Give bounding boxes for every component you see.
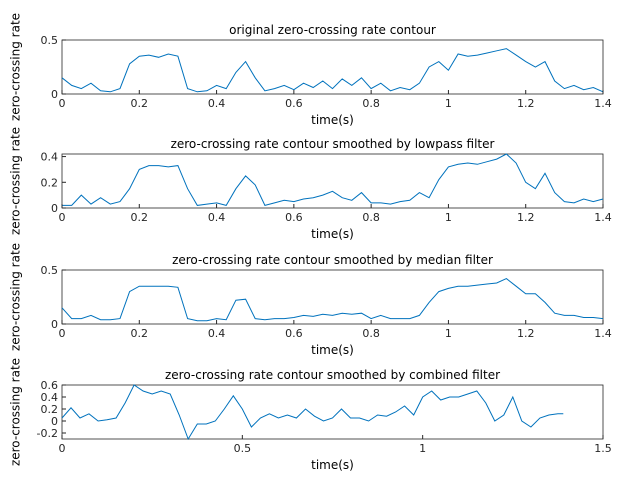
x-tick-label: 1.4 xyxy=(594,327,612,340)
data-line xyxy=(61,278,604,322)
axes-box xyxy=(61,39,604,95)
x-tick-label: 0 xyxy=(59,97,66,110)
x-tick-label: 0 xyxy=(59,327,66,340)
axes-title: zero-crossing rate contour smoothed by l… xyxy=(171,137,495,151)
y-tick-label: 0.6 xyxy=(41,379,59,392)
x-tick-label: 1 xyxy=(445,327,452,340)
x-tick-label: 0.8 xyxy=(362,211,380,224)
x-tick-label: 0.5 xyxy=(234,442,252,455)
x-tick-label: 1.2 xyxy=(517,327,535,340)
x-tick-label: 1 xyxy=(445,211,452,224)
y-tick-label: 0.2 xyxy=(41,176,59,189)
data-line xyxy=(62,153,604,206)
x-tick-label: 0.2 xyxy=(131,97,149,110)
y-axis-label: zero-crossing rate xyxy=(9,358,23,466)
axes-box xyxy=(61,384,604,440)
axes-title: original zero-crossing rate contour xyxy=(229,23,436,37)
x-tick-label: 0.4 xyxy=(208,327,226,340)
axes-title: zero-crossing rate contour smoothed by c… xyxy=(165,368,500,382)
x-tick-label: 0.8 xyxy=(362,97,380,110)
y-tick-label: -0.2 xyxy=(37,427,58,440)
x-tick-label: 0.8 xyxy=(362,327,380,340)
y-tick-label: 0.5 xyxy=(41,34,59,47)
y-tick-label: 0 xyxy=(51,318,58,331)
axes-box xyxy=(61,153,604,209)
y-axis-label: zero-crossing rate xyxy=(9,243,23,351)
x-tick-label: 1 xyxy=(445,97,452,110)
y-tick-label: 0.4 xyxy=(41,391,59,404)
x-tick-label: 0.2 xyxy=(131,211,149,224)
x-tick-label: 0.6 xyxy=(285,327,303,340)
y-tick-label: 0.2 xyxy=(41,403,59,416)
y-tick-label: 0 xyxy=(51,202,58,215)
y-tick-label: 0.5 xyxy=(41,264,59,277)
x-tick-label: 1.5 xyxy=(594,442,612,455)
x-axis-label: time(s) xyxy=(311,458,354,472)
data-line xyxy=(61,48,604,93)
x-tick-label: 1.2 xyxy=(517,97,535,110)
x-axis-label: time(s) xyxy=(311,227,354,241)
y-axis-label: zero-crossing rate xyxy=(9,127,23,235)
axes-title: zero-crossing rate contour smoothed by m… xyxy=(172,253,493,267)
x-tick-label: 0 xyxy=(59,442,66,455)
x-tick-label: 0.4 xyxy=(208,211,226,224)
y-tick-label: 0 xyxy=(51,415,58,428)
x-tick-label: 1.2 xyxy=(517,211,535,224)
x-tick-label: 1.4 xyxy=(594,97,612,110)
y-tick-label: 0.4 xyxy=(41,151,59,164)
x-axis-label: time(s) xyxy=(311,113,354,127)
y-tick-label: 0 xyxy=(51,88,58,101)
x-tick-label: 0.6 xyxy=(285,97,303,110)
x-tick-label: 0 xyxy=(59,211,66,224)
x-tick-label: 1 xyxy=(419,442,426,455)
x-axis-label: time(s) xyxy=(311,343,354,357)
data-line xyxy=(61,384,564,441)
x-tick-label: 0.2 xyxy=(131,327,149,340)
y-axis-label: zero-crossing rate xyxy=(9,13,23,121)
x-tick-label: 1.4 xyxy=(594,211,612,224)
x-tick-label: 0.6 xyxy=(285,211,303,224)
x-tick-label: 0.4 xyxy=(208,97,226,110)
